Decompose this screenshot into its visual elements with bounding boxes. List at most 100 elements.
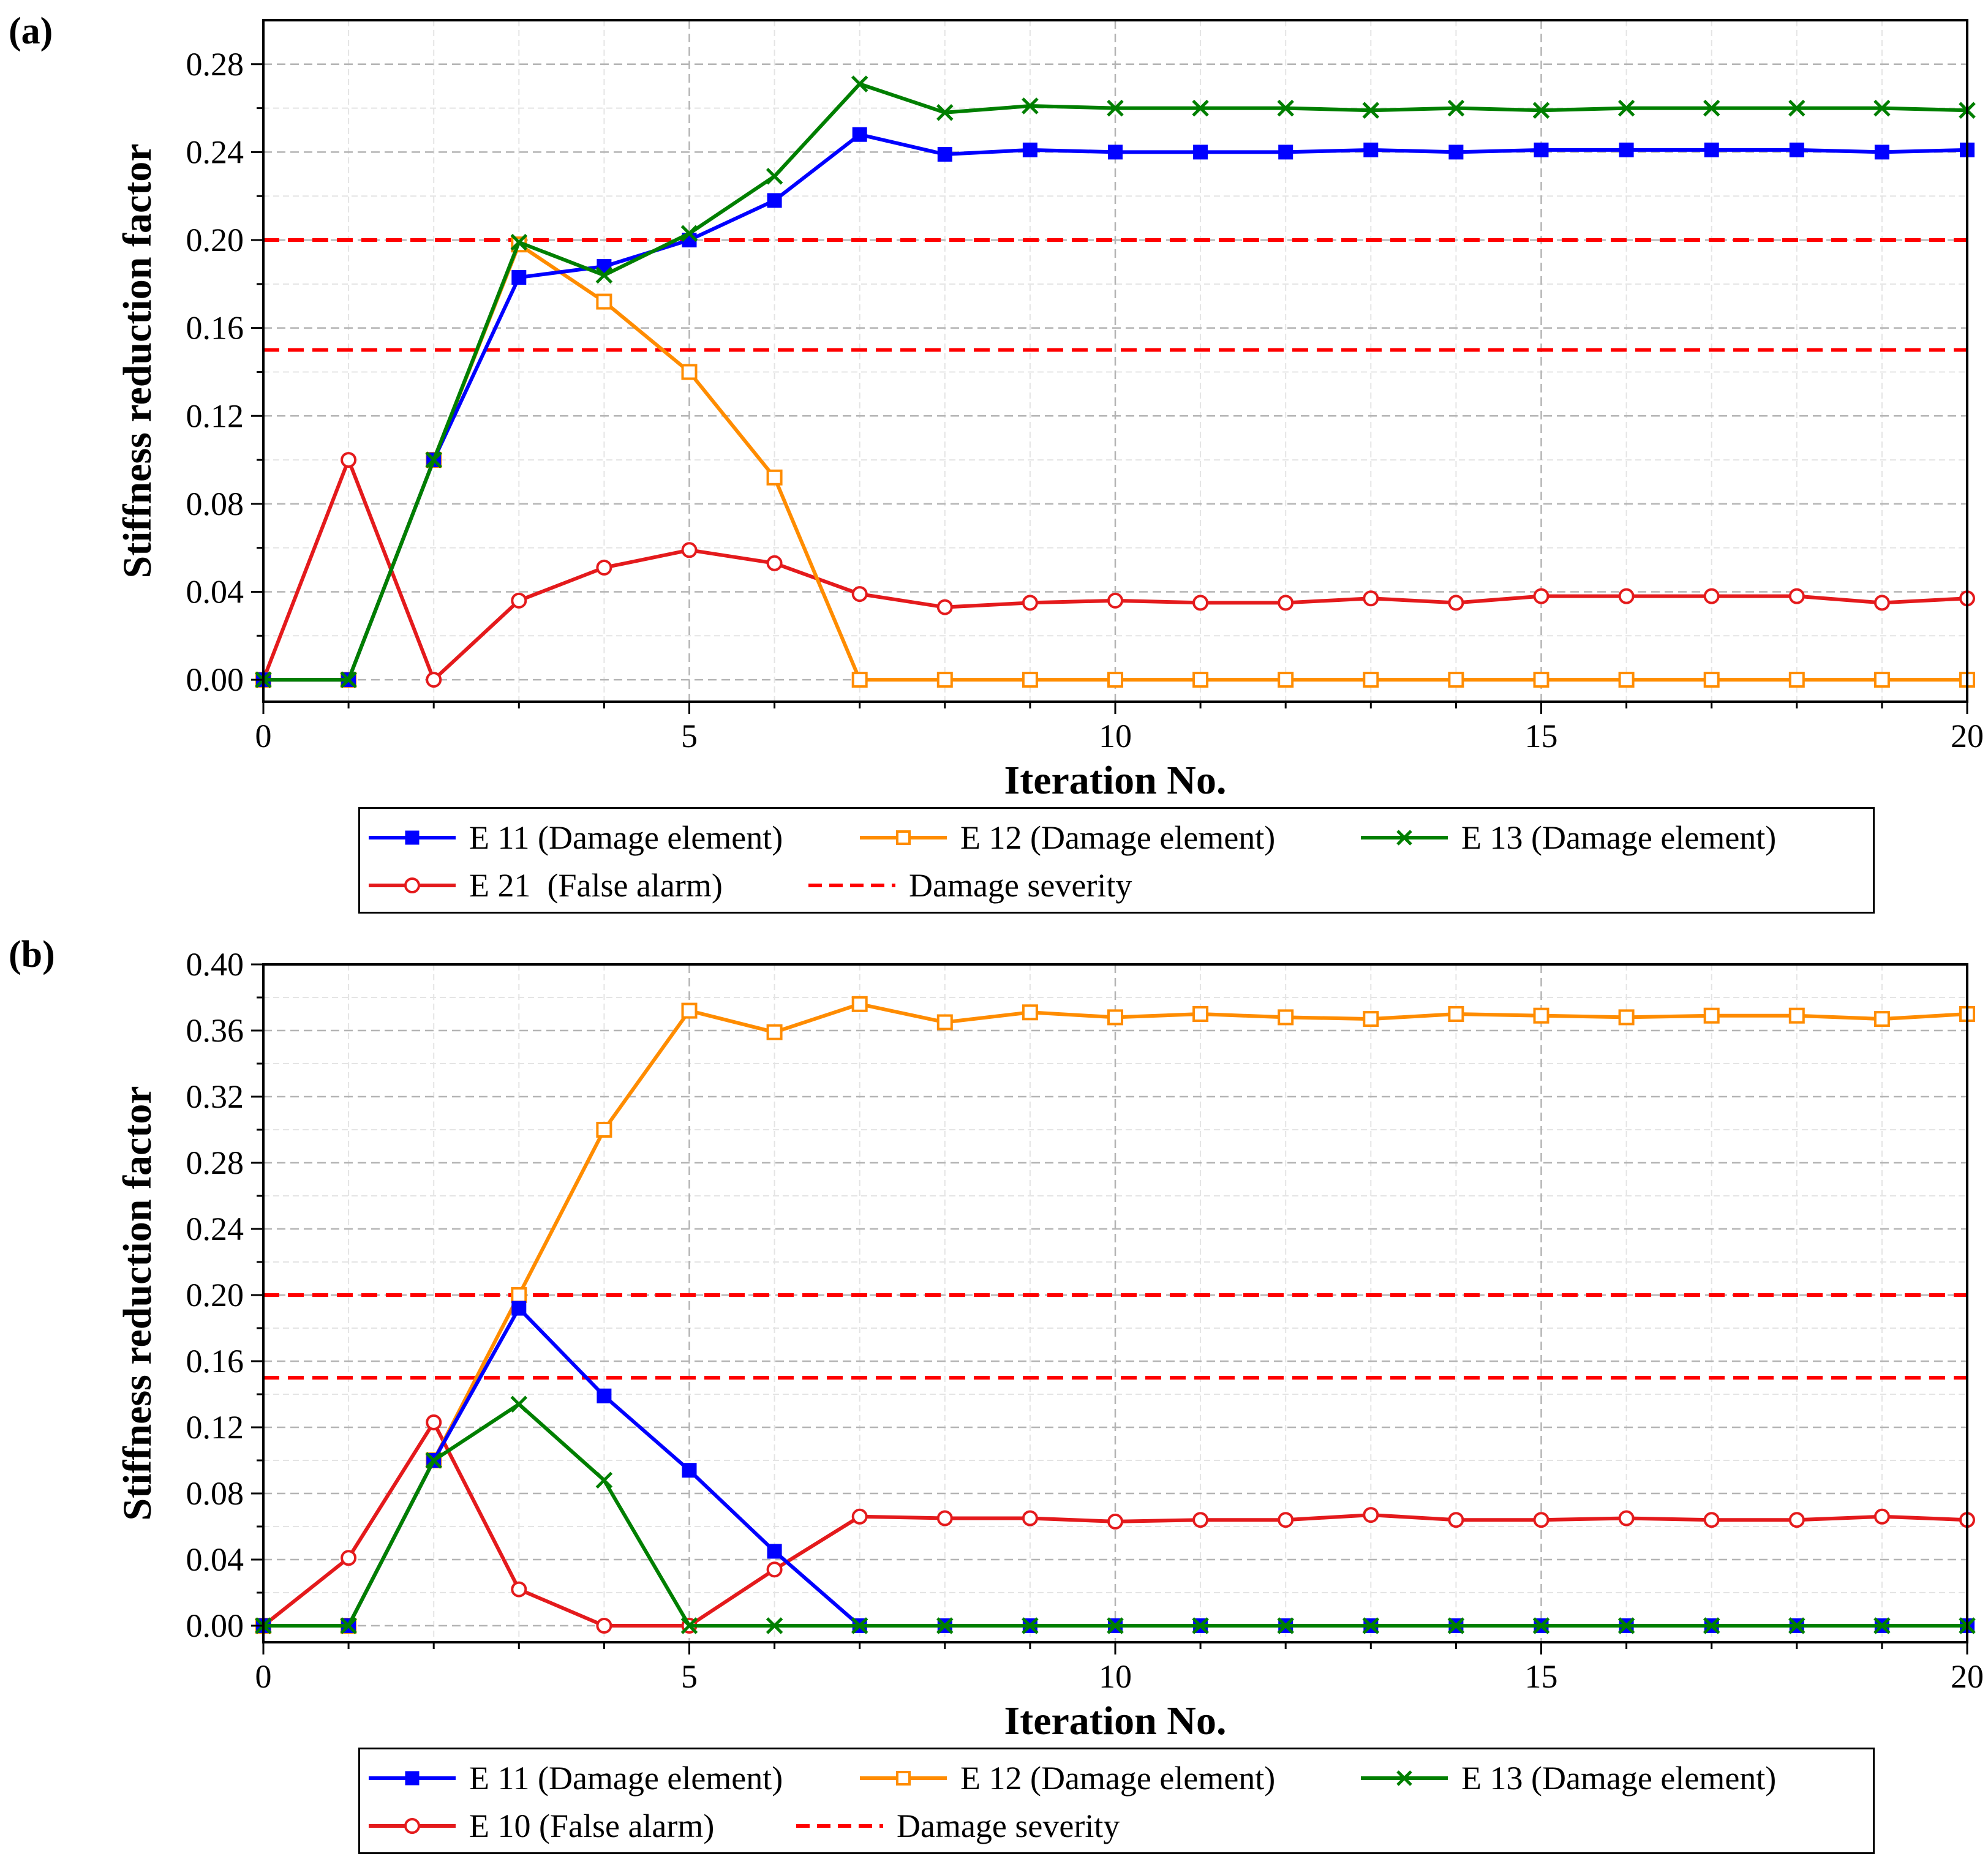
- x-tick-label: 10: [1099, 1658, 1132, 1695]
- data-point: [1023, 596, 1037, 609]
- legend-b-e12-swatch: [857, 1766, 949, 1790]
- data-point: [1449, 673, 1463, 686]
- data-point: [1705, 590, 1719, 603]
- data-point: [597, 561, 611, 574]
- legend-a-e12: E 12 (Damage element): [857, 814, 1275, 862]
- y-tick-label: 0.12: [186, 397, 244, 434]
- data-point: [853, 587, 867, 601]
- y-axis-title: Stiffness reduction factor: [115, 1086, 160, 1520]
- legend-b-severity: Damage severity: [794, 1802, 1120, 1850]
- data-point: [1364, 592, 1377, 605]
- legend-b-e12: E 12 (Damage element): [857, 1754, 1275, 1802]
- data-point: [853, 1510, 867, 1523]
- legend-a-e21-label: E 21 (False alarm): [469, 866, 723, 904]
- y-tick-label: 0.04: [186, 1541, 244, 1578]
- data-point: [1194, 1007, 1207, 1021]
- legend-b-e11: E 11 (Damage element): [366, 1754, 783, 1802]
- data-point: [1194, 596, 1207, 609]
- chart-a: 0 5 10 15 20 0.00 0.04 0.08 0.12 0.16 0.20 0.24 0.28…: [115, 20, 1984, 803]
- data-point: [853, 997, 867, 1011]
- y-tick-label: 0.12: [186, 1409, 244, 1446]
- data-point: [512, 1583, 525, 1596]
- data-point: [1705, 143, 1719, 157]
- data-point: [1364, 143, 1377, 157]
- data-point: [1620, 673, 1633, 686]
- x-tick-label: 15: [1525, 1658, 1558, 1695]
- legend-a-e12-swatch: [857, 825, 949, 850]
- data-point: [1705, 1009, 1719, 1023]
- data-point: [1449, 1007, 1463, 1021]
- data-point: [1790, 1009, 1804, 1023]
- x-tick-label: 20: [1951, 1658, 1984, 1695]
- data-point: [1194, 1513, 1207, 1527]
- y-tick-label: 0.32: [186, 1078, 244, 1115]
- legend-a-e21-swatch: [366, 873, 458, 898]
- legend-a-severity-swatch: [806, 873, 898, 898]
- data-point: [1535, 1009, 1548, 1023]
- data-point: [768, 557, 781, 570]
- data-point: [427, 673, 440, 686]
- y-tick-label: 0.16: [186, 1343, 244, 1380]
- legend-b-e10-swatch: [366, 1814, 458, 1838]
- data-point: [1705, 1513, 1719, 1527]
- data-point: [683, 365, 696, 378]
- data-point: [1023, 1005, 1037, 1019]
- data-point: [1449, 145, 1463, 159]
- x-tick-label: 5: [681, 718, 698, 754]
- legend-b-e10: E 10 (False alarm): [366, 1802, 714, 1850]
- data-point: [1535, 673, 1548, 686]
- data-point: [1875, 596, 1889, 609]
- data-point: [342, 1551, 355, 1564]
- x-tick-label: 20: [1951, 718, 1984, 754]
- x-axis-title: Iteration No.: [1004, 1699, 1227, 1743]
- data-point: [1023, 1512, 1037, 1525]
- y-tick-label: 0.08: [186, 486, 244, 522]
- data-point: [1279, 1513, 1292, 1527]
- legend-b-severity-swatch: [794, 1814, 886, 1838]
- y-tick-label: 0.36: [186, 1012, 244, 1049]
- data-point: [342, 453, 355, 467]
- x-tick-label: 15: [1525, 718, 1558, 754]
- legend-a-e11-label: E 11 (Damage element): [469, 819, 783, 857]
- data-point: [1109, 1010, 1122, 1024]
- data-point: [512, 1288, 525, 1302]
- data-point: [1790, 143, 1804, 157]
- y-tick-label: 0.20: [186, 222, 244, 258]
- legend-b-severity-label: Damage severity: [897, 1807, 1120, 1845]
- data-point: [1875, 673, 1889, 686]
- data-point: [1194, 673, 1207, 686]
- data-point: [938, 148, 952, 161]
- y-tick-label: 0.24: [186, 133, 244, 170]
- data-point: [1535, 143, 1548, 157]
- data-point: [1620, 1010, 1633, 1024]
- data-point: [1790, 1513, 1804, 1527]
- data-point: [938, 673, 952, 686]
- legend-b-e11-swatch: [366, 1766, 458, 1790]
- legend-a-e13: E 13 (Damage element): [1358, 814, 1776, 862]
- y-tick-label: 0.04: [186, 573, 244, 610]
- legend-a-severity-label: Damage severity: [909, 866, 1132, 904]
- data-point: [1449, 596, 1463, 609]
- y-tick-label: 0.08: [186, 1475, 244, 1512]
- y-tick-label: 0.00: [186, 1607, 244, 1644]
- data-point: [938, 1512, 952, 1525]
- chart-b: 0 5 10 15 20 0.00 0.04 0.08 0.12 0.16 0.20 0.24 0.28…: [115, 946, 1984, 1743]
- data-point: [1875, 1510, 1889, 1523]
- x-tick-label: 0: [255, 718, 272, 754]
- x-tick-label: 10: [1099, 718, 1132, 754]
- data-point: [1279, 145, 1292, 159]
- y-tick-label: 0.28: [186, 46, 244, 83]
- data-point: [768, 1026, 781, 1039]
- data-point: [512, 594, 525, 607]
- data-point: [1705, 673, 1719, 686]
- legend-b-e12-label: E 12 (Damage element): [960, 1759, 1275, 1797]
- data-point: [597, 295, 611, 309]
- legend-b-e13-label: E 13 (Damage element): [1461, 1759, 1776, 1797]
- data-point: [1620, 1512, 1633, 1525]
- data-point: [853, 128, 867, 141]
- data-point: [1790, 673, 1804, 686]
- legend-b-e13: E 13 (Damage element): [1358, 1754, 1776, 1802]
- legend-b: E 11 (Damage element) E 12 (Damage eleme…: [358, 1748, 1875, 1854]
- y-tick-label: 0.40: [186, 946, 244, 983]
- legend-a-e12-label: E 12 (Damage element): [960, 819, 1275, 857]
